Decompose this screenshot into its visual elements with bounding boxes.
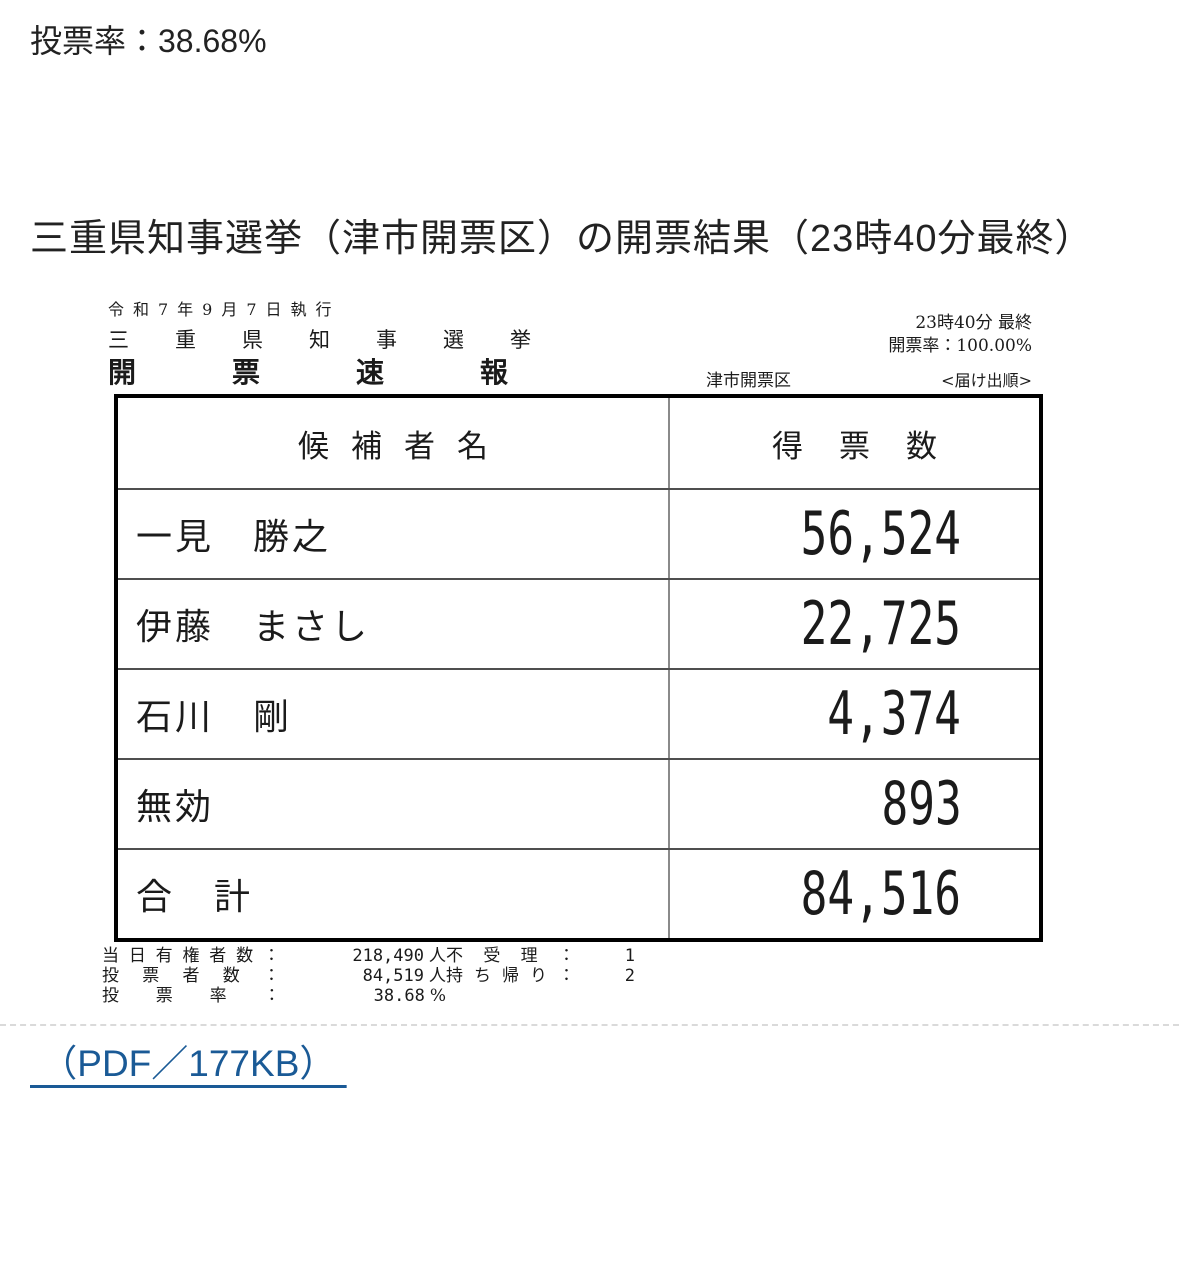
stat-line: 投票率： 38.68 % xyxy=(102,986,446,1006)
stat-label: 当日有権者数： xyxy=(102,946,280,966)
stat-line: 不受理： 1 xyxy=(446,946,696,966)
scan-time-status: 23時40分 最終 xyxy=(915,313,1032,333)
stats-right-block: 不受理： 1 持ち帰り： 2 xyxy=(446,946,696,1006)
results-table: 候補者名 得票数 一見 勝之 56,524 伊藤 まさし 22,725 石川 剛… xyxy=(114,394,1043,942)
vote-count-cell: 56,524 xyxy=(800,499,962,569)
scan-right-info: 23時40分 最終 開票率：100.00% xyxy=(888,312,1032,358)
scan-district: 津市開票区 xyxy=(706,371,791,391)
vote-count-cell: 22,725 xyxy=(800,589,962,659)
stat-label: 不受理： xyxy=(446,946,575,966)
scan-stats: 当日有権者数： 218,490 人 投票者数： 84,519 人 投票率： 38… xyxy=(102,946,1043,1006)
candidate-name-cell: 石川 剛 xyxy=(136,696,293,737)
scan-document: 令和7年9月7日執行 23時40分 最終 開票率：100.00% 三重県知事選挙… xyxy=(96,300,1043,1006)
vote-count-cell: 893 xyxy=(881,769,962,839)
scan-execution-date: 令和7年9月7日執行 xyxy=(108,300,341,319)
table-row: 一見 勝之 56,524 xyxy=(118,488,1039,578)
scan-order-note: <届け出順> xyxy=(941,371,1032,390)
stat-value: 1 xyxy=(624,946,635,966)
stat-unit: 人 xyxy=(429,946,446,966)
table-row: 伊藤 まさし 22,725 xyxy=(118,578,1039,668)
stat-value: 84,519 xyxy=(362,966,424,986)
candidate-name-cell: 無効 xyxy=(136,786,215,827)
stat-unit: 人 xyxy=(429,966,446,986)
stat-label: 持ち帰り： xyxy=(446,966,575,986)
stat-line: 持ち帰り： 2 xyxy=(446,966,696,986)
scan-report-title: 開票速報 xyxy=(108,357,605,388)
candidate-name-cell: 一見 勝之 xyxy=(136,516,332,557)
stat-unit: % xyxy=(429,986,446,1006)
stat-value: 2 xyxy=(624,966,635,986)
table-row: 合 計 84,516 xyxy=(118,848,1039,938)
turnout-text: 投票率：38.68% xyxy=(30,23,267,59)
candidate-name-cell: 伊藤 まさし xyxy=(136,606,371,647)
vote-count-cell: 4,374 xyxy=(827,679,962,749)
table-header-candidate: 候補者名 xyxy=(298,428,510,465)
pdf-link[interactable]: （PDF／177KB） xyxy=(30,1043,347,1084)
dashed-divider xyxy=(0,1024,1179,1026)
page-heading: 三重県知事選挙（津市開票区）の開票結果（23時40分最終） xyxy=(30,218,1094,260)
scan-count-rate: 開票率：100.00% xyxy=(888,336,1032,356)
table-row: 石川 剛 4,374 xyxy=(118,668,1039,758)
table-header-votes: 得票数 xyxy=(772,428,973,465)
scan-title-row: 開票速報 津市開票区 <届け出順> xyxy=(96,354,1043,392)
stats-left-block: 当日有権者数： 218,490 人 投票者数： 84,519 人 投票率： 38… xyxy=(102,946,446,1006)
table-header-row: 候補者名 得票数 xyxy=(118,398,1039,488)
candidate-name-cell: 合 計 xyxy=(136,876,254,917)
stat-line: 当日有権者数： 218,490 人 xyxy=(102,946,446,966)
stat-line: 投票者数： 84,519 人 xyxy=(102,966,446,986)
stat-value: 218,490 xyxy=(352,946,424,966)
stat-label: 投票率： xyxy=(102,986,281,1006)
stat-label: 投票者数： xyxy=(102,966,280,986)
table-row: 無効 893 xyxy=(118,758,1039,848)
scan-election-name: 三重県知事選挙 xyxy=(108,328,577,352)
vote-count-cell: 84,516 xyxy=(800,859,962,929)
stat-value: 38.68 xyxy=(373,986,425,1006)
